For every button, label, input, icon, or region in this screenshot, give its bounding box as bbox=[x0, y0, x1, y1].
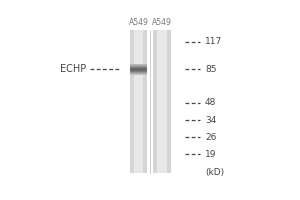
Bar bbox=[130, 70, 147, 71]
Bar bbox=[130, 65, 147, 66]
Bar bbox=[134, 30, 143, 173]
Text: 85: 85 bbox=[205, 65, 216, 74]
Bar bbox=[130, 74, 147, 75]
Bar bbox=[130, 30, 147, 173]
Text: 117: 117 bbox=[205, 37, 222, 46]
Bar bbox=[157, 30, 167, 173]
Text: 26: 26 bbox=[205, 133, 216, 142]
Bar bbox=[130, 66, 147, 67]
Bar bbox=[130, 71, 147, 72]
Text: 19: 19 bbox=[205, 150, 216, 159]
Text: 34: 34 bbox=[205, 116, 216, 125]
Text: A549: A549 bbox=[129, 18, 148, 27]
Text: 48: 48 bbox=[205, 98, 216, 107]
Bar bbox=[153, 30, 171, 173]
Text: A549: A549 bbox=[152, 18, 172, 27]
Text: (kD): (kD) bbox=[205, 168, 224, 177]
Bar bbox=[130, 73, 147, 74]
Bar bbox=[130, 72, 147, 73]
Bar bbox=[130, 67, 147, 68]
Bar bbox=[130, 69, 147, 70]
Bar bbox=[130, 64, 147, 65]
Text: ECHP: ECHP bbox=[60, 64, 86, 74]
Bar bbox=[130, 68, 147, 69]
